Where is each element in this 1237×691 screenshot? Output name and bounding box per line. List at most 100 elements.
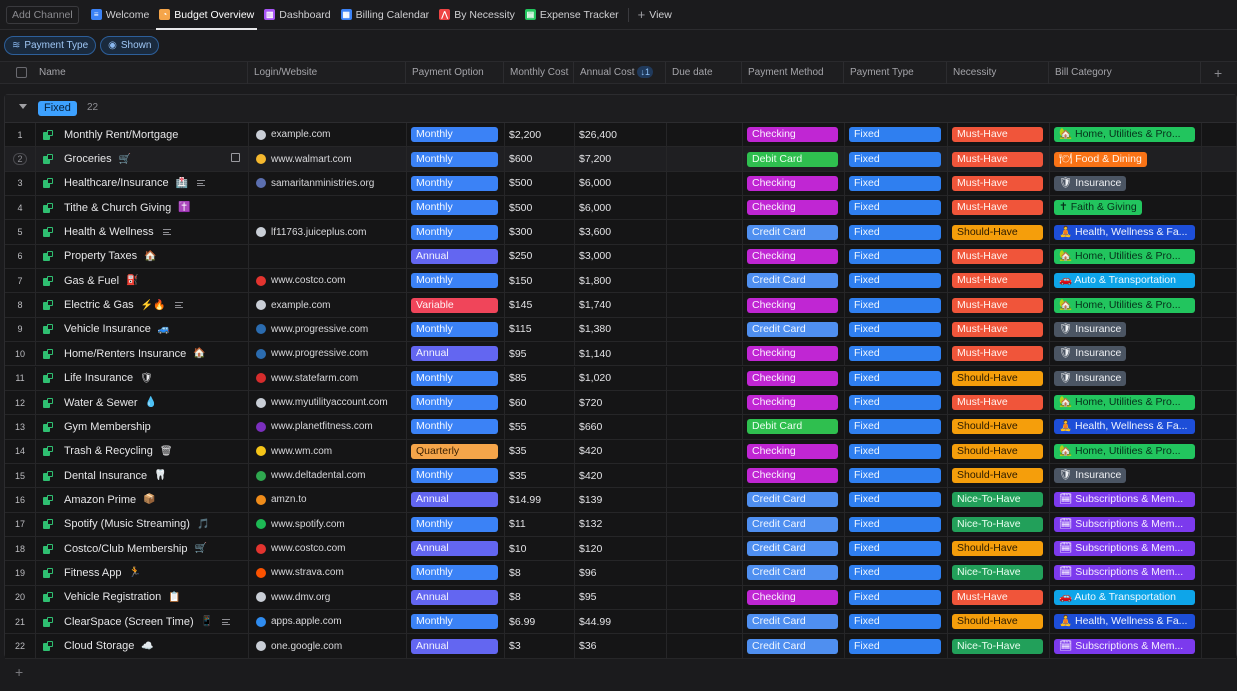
login-cell[interactable]: www.planetfitness.com xyxy=(249,415,407,439)
comment-icon[interactable] xyxy=(174,302,183,309)
login-cell[interactable]: www.deltadental.com xyxy=(249,463,407,488)
annual-cost-cell[interactable]: $36 xyxy=(575,634,667,658)
annual-cost-cell[interactable]: $6,000 xyxy=(575,171,667,196)
monthly-cost-cell[interactable]: $35 xyxy=(505,439,575,463)
payment-option-cell[interactable]: Variable xyxy=(407,293,505,317)
payment-method-cell[interactable]: Credit Card xyxy=(743,634,845,658)
payment-method-cell[interactable]: Credit Card xyxy=(743,488,845,512)
bill-category-cell[interactable]: ✝ Faith & Giving xyxy=(1050,196,1202,220)
necessity-cell[interactable]: Should-Have xyxy=(948,439,1050,463)
select-all-checkbox[interactable] xyxy=(16,67,27,78)
monthly-cost-cell[interactable]: $3 xyxy=(505,634,575,658)
payment-type-cell[interactable]: Fixed xyxy=(845,123,948,147)
bill-category-cell[interactable]: 🧘 Health, Wellness & Fa... xyxy=(1050,220,1202,244)
payment-option-cell[interactable]: Annual xyxy=(407,585,505,609)
annual-cost-cell[interactable]: $44.99 xyxy=(575,610,667,634)
payment-option-cell[interactable]: Monthly xyxy=(407,610,505,634)
name-cell[interactable]: Electric & Gas ⚡🔥 xyxy=(36,293,249,317)
column-header-annual-cost[interactable]: Annual Cost ↓1 xyxy=(574,62,666,84)
name-cell[interactable]: Health & Wellness xyxy=(36,220,249,244)
comment-icon[interactable] xyxy=(197,180,206,187)
column-header-name[interactable]: Name xyxy=(33,62,248,84)
bill-category-cell[interactable]: 🏡 Home, Utilities & Pro... xyxy=(1050,390,1202,415)
comment-icon[interactable] xyxy=(222,618,231,625)
login-cell[interactable]: www.spotify.com xyxy=(249,512,407,536)
due-date-cell[interactable] xyxy=(667,463,743,488)
payment-type-cell[interactable]: Fixed xyxy=(845,171,948,196)
login-cell[interactable]: www.strava.com xyxy=(249,561,407,585)
tab-by-necessity[interactable]: ⋀ By Necessity xyxy=(434,0,520,30)
payment-type-cell[interactable]: Fixed xyxy=(845,196,948,220)
name-cell[interactable]: Spotify (Music Streaming) 🎵 xyxy=(36,512,249,536)
column-header-payment-method[interactable]: Payment Method xyxy=(742,62,844,84)
bill-category-cell[interactable]: 🧘 Health, Wellness & Fa... xyxy=(1050,415,1202,439)
annual-cost-cell[interactable]: $95 xyxy=(575,585,667,609)
bill-category-cell[interactable]: 🛡 Insurance xyxy=(1050,171,1202,196)
name-cell[interactable]: Vehicle Registration 📋 xyxy=(36,585,249,609)
annual-cost-cell[interactable]: $120 xyxy=(575,536,667,561)
payment-method-cell[interactable]: Debit Card xyxy=(743,415,845,439)
bill-category-cell[interactable]: 🛡 Insurance xyxy=(1050,342,1202,366)
necessity-cell[interactable]: Nice-To-Have xyxy=(948,512,1050,536)
monthly-cost-cell[interactable]: $14.99 xyxy=(505,488,575,512)
due-date-cell[interactable] xyxy=(667,147,743,171)
monthly-cost-cell[interactable]: $95 xyxy=(505,342,575,366)
payment-option-cell[interactable]: Monthly xyxy=(407,561,505,585)
annual-cost-cell[interactable]: $132 xyxy=(575,512,667,536)
payment-type-cell[interactable]: Fixed xyxy=(845,561,948,585)
table-row[interactable]: 11 Life Insurance 🛡 www.statefarm.com Mo… xyxy=(5,366,1236,391)
sort-indicator[interactable]: ↓1 xyxy=(637,66,653,78)
login-cell[interactable]: example.com xyxy=(249,293,407,317)
due-date-cell[interactable] xyxy=(667,196,743,220)
payment-method-cell[interactable]: Credit Card xyxy=(743,512,845,536)
login-cell[interactable]: www.progressive.com xyxy=(249,317,407,342)
payment-option-cell[interactable]: Annual xyxy=(407,244,505,269)
necessity-cell[interactable]: Should-Have xyxy=(948,366,1050,390)
necessity-cell[interactable]: Must-Have xyxy=(948,269,1050,293)
payment-type-cell[interactable]: Fixed xyxy=(845,244,948,269)
due-date-cell[interactable] xyxy=(667,488,743,512)
website-link[interactable]: example.com xyxy=(271,299,331,311)
login-cell[interactable]: www.costco.com xyxy=(249,269,407,293)
bill-category-cell[interactable]: 🏡 Home, Utilities & Pro... xyxy=(1050,123,1202,147)
payment-type-cell[interactable]: Fixed xyxy=(845,342,948,366)
column-header-monthly-cost[interactable]: Monthly Cost xyxy=(504,62,574,84)
bill-category-cell[interactable]: 🧘 Health, Wellness & Fa... xyxy=(1050,610,1202,634)
table-row[interactable]: 3 Healthcare/Insurance 🏥 samaritanminist… xyxy=(5,171,1236,197)
due-date-cell[interactable] xyxy=(667,390,743,415)
website-link[interactable]: www.progressive.com xyxy=(271,348,369,360)
name-cell[interactable]: Costco/Club Membership 🛒 xyxy=(36,536,249,561)
name-cell[interactable]: Amazon Prime 📦 xyxy=(36,488,249,512)
login-cell[interactable]: one.google.com xyxy=(249,634,407,658)
due-date-cell[interactable] xyxy=(667,561,743,585)
bill-category-cell[interactable]: 🛡 Insurance xyxy=(1050,317,1202,342)
website-link[interactable]: www.spotify.com xyxy=(271,518,345,530)
payment-type-cell[interactable]: Fixed xyxy=(845,147,948,171)
column-header-bill-category[interactable]: Bill Category xyxy=(1049,62,1201,84)
payment-option-cell[interactable]: Monthly xyxy=(407,415,505,439)
necessity-cell[interactable]: Must-Have xyxy=(948,390,1050,415)
monthly-cost-cell[interactable]: $250 xyxy=(505,244,575,269)
due-date-cell[interactable] xyxy=(667,585,743,609)
bill-category-cell[interactable]: 🗓 Subscriptions & Mem... xyxy=(1050,488,1202,512)
bill-category-cell[interactable]: 🗓 Subscriptions & Mem... xyxy=(1050,536,1202,561)
monthly-cost-cell[interactable]: $150 xyxy=(505,269,575,293)
monthly-cost-cell[interactable]: $35 xyxy=(505,463,575,488)
login-cell[interactable]: www.wm.com xyxy=(249,439,407,463)
table-row[interactable]: 5 Health & Wellness lf11763.juiceplus.co… xyxy=(5,220,1236,245)
annual-cost-cell[interactable]: $1,800 xyxy=(575,269,667,293)
website-link[interactable]: www.dmv.org xyxy=(271,591,331,603)
table-row[interactable]: 14 Trash & Recycling 🗑 www.wm.com Quarte… xyxy=(5,439,1236,464)
due-date-cell[interactable] xyxy=(667,269,743,293)
login-cell[interactable] xyxy=(249,244,407,269)
monthly-cost-cell[interactable]: $2,200 xyxy=(505,123,575,147)
table-row[interactable]: 18 Costco/Club Membership 🛒 www.costco.c… xyxy=(5,536,1236,562)
payment-method-cell[interactable]: Checking xyxy=(743,390,845,415)
due-date-cell[interactable] xyxy=(667,634,743,658)
payment-option-cell[interactable]: Monthly xyxy=(407,147,505,171)
name-cell[interactable]: Tithe & Church Giving ✝️ xyxy=(36,196,249,220)
website-link[interactable]: www.deltadental.com xyxy=(271,470,366,482)
due-date-cell[interactable] xyxy=(667,342,743,366)
payment-method-cell[interactable]: Credit Card xyxy=(743,536,845,561)
bill-category-cell[interactable]: 🗓 Subscriptions & Mem... xyxy=(1050,561,1202,585)
